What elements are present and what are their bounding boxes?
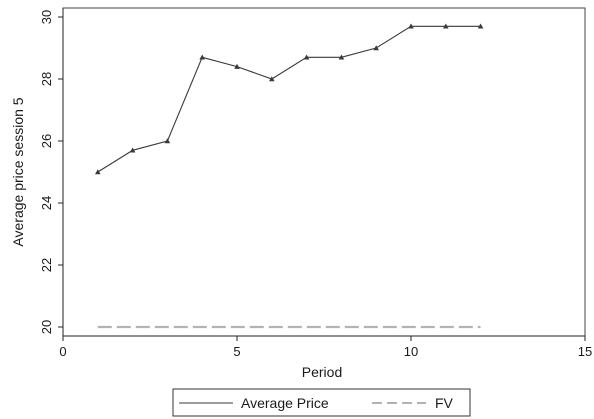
x-tick-label: 5 [233,344,240,359]
x-tick-label: 0 [59,344,66,359]
data-point-average-price [129,147,136,153]
data-point-average-price [408,23,414,29]
plot-frame [62,7,586,337]
y-tick-label: 20 [39,320,54,334]
data-point-average-price [443,23,449,29]
data-point-average-price [199,54,205,60]
x-tick-label: 10 [404,344,418,359]
y-tick-label: 24 [39,196,54,210]
y-tick-label: 30 [39,10,54,24]
legend: Average Price FV [172,388,471,417]
y-axis-ticks: 20 22 24 26 28 30 [39,10,63,334]
y-tick-label: 26 [39,134,54,148]
y-tick-label: 22 [39,258,54,272]
y-tick-label: 28 [39,72,54,86]
series-line-average-price [97,25,481,173]
data-point-average-price [477,23,484,29]
y-axis-title: Average price session 5 [10,97,26,246]
x-axis-ticks: 0 5 10 15 [59,336,592,359]
legend-label-average-price: Average Price [241,395,329,411]
data-point-average-price [303,54,310,60]
x-axis-title: Period [302,364,342,380]
series-layer [95,23,484,329]
data-point-average-price [373,45,379,51]
data-point-average-price [269,76,275,82]
data-point-average-price [338,54,345,60]
data-point-average-price [164,138,171,144]
legend-label-fv: FV [435,395,454,411]
data-point-average-price [95,169,101,175]
data-point-average-price [234,63,240,69]
x-tick-label: 15 [578,344,592,359]
